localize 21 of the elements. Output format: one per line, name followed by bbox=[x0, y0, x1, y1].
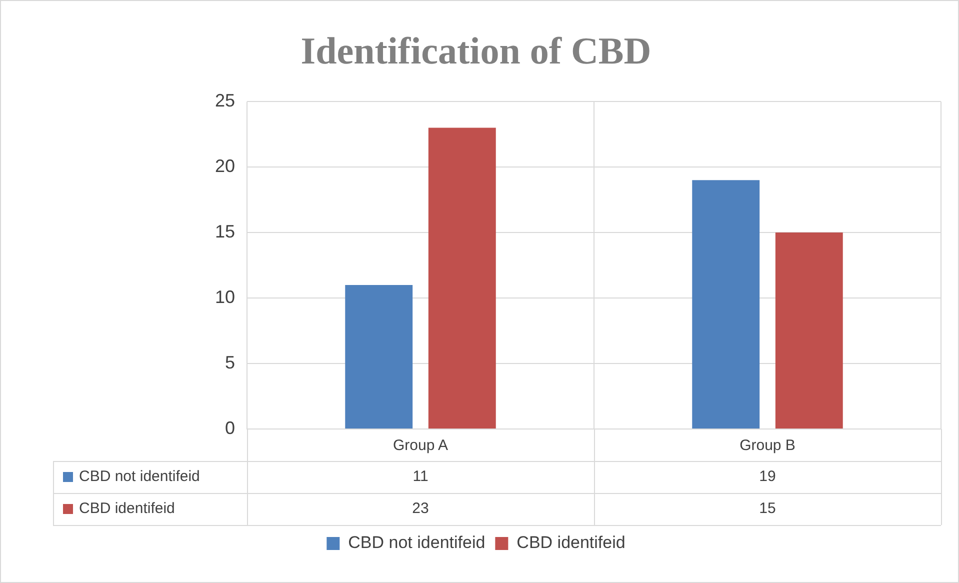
text: CBD not identifeid bbox=[79, 468, 200, 486]
bar bbox=[428, 128, 496, 428]
text: CBD identifeid bbox=[79, 500, 175, 518]
y-tick-label: 5 bbox=[224, 352, 235, 372]
y-tick-label: 0 bbox=[224, 418, 235, 438]
y-tick-label: 15 bbox=[214, 222, 235, 242]
legend-label: CBD identifeid bbox=[516, 533, 626, 552]
bar bbox=[775, 232, 843, 428]
data-label: 23 bbox=[412, 500, 429, 518]
legend-label: CBD not identifeid bbox=[348, 533, 486, 552]
y-tick-label: 25 bbox=[214, 90, 235, 111]
y-tick-label: 20 bbox=[214, 156, 235, 176]
chart-title: Identification of CBD bbox=[300, 30, 652, 73]
data-label: 15 bbox=[759, 500, 776, 518]
x-tick-label: Group B bbox=[740, 437, 796, 454]
x-tick-label: Group A bbox=[392, 437, 448, 454]
bar bbox=[692, 180, 760, 428]
data-label: 11 bbox=[412, 468, 428, 486]
y-tick-label: 10 bbox=[214, 287, 235, 308]
data-label: 19 bbox=[759, 468, 776, 486]
bar bbox=[345, 284, 413, 428]
